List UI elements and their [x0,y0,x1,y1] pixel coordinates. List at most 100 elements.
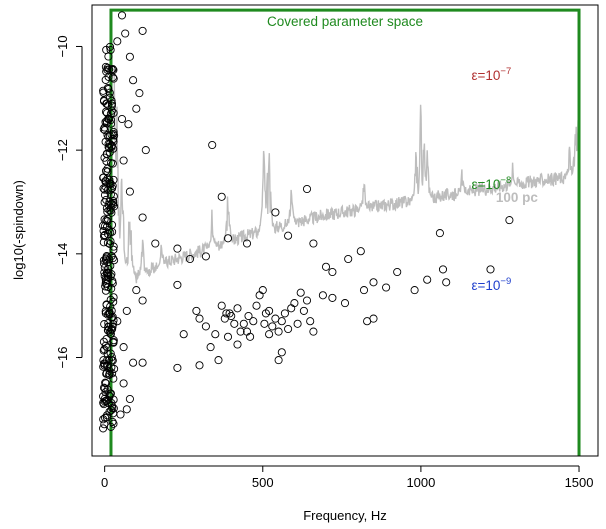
pulsar-point [102,45,111,54]
pulsar-point [223,234,233,243]
pulsar-point [105,391,114,400]
pulsar-point [99,231,109,241]
pulsar-point [233,340,242,349]
pulsar-point [356,247,365,256]
x-axis-title: Frequency, Hz [303,508,387,523]
pulsar-point [108,369,117,378]
pulsar-point [100,320,109,329]
pulsar-point [107,352,116,362]
pulsar-point [185,254,195,264]
pulsar-point [101,117,110,127]
pulsar-point [225,309,234,318]
pulsar-point [108,73,117,82]
pulsar-point [101,378,110,387]
pulsar-point [99,392,108,401]
pulsar-point [106,422,115,431]
y-tick-label: −16 [55,346,70,368]
pulsar-point [109,374,118,383]
pulsar-point [100,361,109,370]
pulsar-point [105,144,114,153]
pulsar-point [101,307,110,316]
pulsar-point [110,364,119,373]
pulsar-point [435,229,444,238]
pulsar-point [108,184,117,193]
pulsar-point [217,301,226,310]
pulsar-point [107,99,117,108]
pulsar-point [309,239,318,248]
pulsar-point [306,317,315,326]
pulsar-point [99,88,108,97]
pulsar-point [105,88,114,97]
pulsar-point [101,413,110,422]
pulsar-point [138,26,147,35]
pulsar-point [211,330,220,339]
pulsar-point [265,330,274,339]
pulsar-point [274,327,283,336]
covered-region-boundary [109,8,581,456]
pulsar-point [309,327,318,336]
pulsar-point [239,319,248,328]
sensitivity-label: 100 pc [496,190,539,205]
pulsar-point [280,309,289,318]
pulsar-point [117,11,127,20]
pulsar-point [244,311,253,321]
pulsar-point [108,417,117,426]
pulsar-point [442,278,451,287]
pulsar-points [99,11,514,433]
pulsar-point [99,173,108,182]
pulsar-point [101,341,110,350]
pulsar-point [102,216,111,225]
pulsar-point [271,208,280,217]
pulsar-point [102,108,112,118]
y-axis: −10 −12 −14 −16 [55,35,83,369]
pulsar-point [107,398,116,408]
pulsar-point [105,93,114,102]
pulsar-point [227,311,236,321]
pulsar-point [135,89,144,98]
pulsar-point [107,356,116,365]
pulsar-point [230,319,239,328]
pulsar-point [124,120,133,129]
ellipticity-label: ε=10−8 [472,175,512,192]
pulsar-point [274,356,283,365]
pulsar-point [125,52,134,61]
pulsar-point [382,283,391,292]
pulsar-point [129,76,138,85]
pulsar-point [121,29,130,38]
pulsar-point [99,97,109,106]
pulsar-point [103,349,112,358]
pulsar-point [109,316,118,325]
pulsar-point [293,319,302,328]
pulsar-point [208,140,217,150]
pulsar-point [410,286,419,295]
pulsar-point [302,296,312,305]
pulsar-point [102,195,111,204]
pulsar-point [99,125,108,134]
pulsar-point [206,343,215,352]
pulsar-point [505,216,514,225]
pulsar-point [102,269,112,278]
pulsar-point [122,405,131,414]
pulsar-point [106,203,115,212]
pulsar-point [217,192,226,201]
pulsar-point [99,184,108,193]
pulsar-point [138,358,147,367]
pulsar-point [195,361,204,370]
pulsar-point [236,327,245,336]
pulsar-point [105,139,115,149]
pulsar-point [102,253,111,262]
x-axis: 0 500 1000 1500 [101,465,593,490]
y-axis-title: log10(-spindown) [11,180,26,280]
pulsar-point [318,291,327,300]
pulsar-point [296,288,305,297]
pulsar-point [393,267,402,277]
pulsar-point [109,338,118,347]
pulsar-point [195,314,204,323]
pulsar-point [233,304,242,313]
pulsar-point [99,415,108,424]
covered-region-label: Covered parameter space [267,14,423,29]
pulsar-point [284,324,293,334]
pulsar-point [246,332,255,341]
